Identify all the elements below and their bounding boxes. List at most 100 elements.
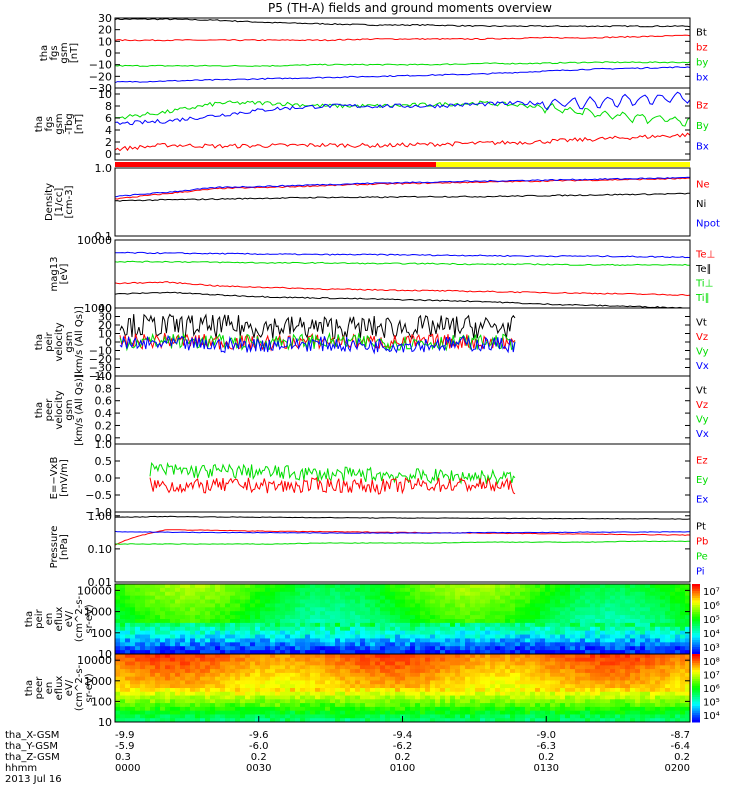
spectrogram-cell: [305, 611, 311, 616]
colorbar-tick: 10⁷: [703, 671, 720, 682]
spectrogram-cell: [275, 669, 281, 674]
spectrogram-cell: [255, 657, 261, 662]
spectrogram-cell: [380, 672, 386, 678]
spectrogram-cell: [550, 695, 556, 700]
legend-entry-Vt: Vt: [696, 385, 707, 396]
spectrogram-cell: [130, 599, 136, 604]
spectrogram-cell: [320, 646, 326, 651]
spectrogram-cell: [205, 591, 211, 597]
spectrogram-cell: [220, 680, 226, 685]
spectrogram-cell: [165, 622, 171, 628]
spectrogram-cell: [515, 619, 521, 624]
spectrogram-cell: [240, 657, 246, 662]
spectrogram-cell: [580, 661, 586, 666]
spectrogram-cell: [675, 706, 681, 712]
spectrogram-cell: [380, 595, 386, 600]
spectrogram-cell: [430, 703, 436, 708]
spectrogram-cell: [580, 657, 586, 662]
spectrogram-cell: [195, 672, 201, 678]
y-tick-label: 30: [98, 12, 112, 25]
spectrogram-cell: [220, 669, 226, 674]
spectrogram-cell: [260, 676, 266, 681]
spectrogram-cell: [435, 706, 441, 712]
y-tick-label: −10: [89, 59, 112, 72]
spectrogram-cell: [255, 688, 261, 693]
spectrogram-cell: [550, 665, 556, 670]
spectrogram-cell: [605, 699, 611, 704]
spectrogram-cell: [130, 684, 136, 689]
spectrogram-cell: [235, 591, 241, 597]
spectrogram-cell: [295, 646, 301, 651]
spectrogram-cell: [550, 591, 556, 597]
spectrogram-cell: [455, 584, 461, 589]
spectrogram-cell: [295, 688, 301, 693]
spectrogram-cell: [200, 657, 206, 662]
spectrogram-cell: [120, 680, 126, 685]
spectrogram-cell: [130, 634, 136, 639]
spectrogram-cell: [400, 626, 406, 632]
spectrogram-cell: [125, 587, 131, 593]
spectrogram-cell: [160, 642, 166, 647]
spectrogram-cell: [350, 665, 356, 670]
spectrogram-cell: [170, 611, 176, 616]
spectrogram-cell: [120, 684, 126, 689]
spectrogram-cell: [290, 691, 296, 696]
spectrogram-cell: [355, 650, 361, 655]
spectrogram-cell: [575, 615, 581, 620]
spectrogram-cell: [280, 657, 286, 662]
spectrogram-cell: [670, 695, 676, 700]
spectrogram-cell: [135, 634, 141, 639]
colorbar-tick: 10⁵: [703, 698, 720, 709]
spectrogram-cell: [315, 654, 321, 659]
spectrogram-cell: [435, 672, 441, 678]
spectrogram-cell: [180, 676, 186, 681]
spectrogram-cell: [315, 619, 321, 624]
spectrogram-cell: [510, 680, 516, 685]
spectrogram-cell: [330, 619, 336, 624]
spectrogram-cell: [570, 642, 576, 647]
spectrogram-cell: [570, 714, 576, 719]
x-axis-value: 0200: [665, 763, 690, 774]
spectrogram-cell: [180, 695, 186, 700]
spectrogram-cell: [605, 599, 611, 604]
spectrogram-cell: [565, 672, 571, 678]
spectrogram-cell: [285, 584, 291, 589]
spectrogram-cell: [500, 634, 506, 639]
spectrogram-cell: [545, 638, 551, 643]
spectrogram-cell: [525, 642, 531, 647]
spectrogram-cell: [210, 607, 216, 612]
spectrogram-cell: [540, 688, 546, 693]
legend-entry-Vx: Vx: [696, 429, 709, 440]
spectrogram-cell: [305, 665, 311, 670]
spectrogram-cell: [160, 703, 166, 708]
spectrogram-cell: [210, 684, 216, 689]
spectrogram-cell: [265, 654, 271, 659]
spectrogram-cell: [385, 703, 391, 708]
spectrogram-cell: [445, 684, 451, 689]
spectrogram-cell: [410, 615, 416, 620]
spectrogram-cell: [195, 626, 201, 632]
spectrogram-cell: [560, 607, 566, 612]
spectrogram-cell: [545, 591, 551, 597]
spectrogram-cell: [275, 626, 281, 632]
spectrogram-cell: [495, 684, 501, 689]
spectrogram-cell: [300, 695, 306, 700]
spectrogram-cell: [440, 695, 446, 700]
spectrogram-cell: [200, 646, 206, 651]
spectrogram-cell: [535, 584, 541, 589]
spectrogram-cell: [555, 599, 561, 604]
spectrogram-cell: [310, 703, 316, 708]
spectrogram-cell: [645, 680, 651, 685]
spectrogram-cell: [570, 688, 576, 693]
legend-entry-Ey: Ey: [696, 475, 708, 486]
spectrogram-cell: [170, 706, 176, 712]
spectrogram-cell: [435, 634, 441, 639]
spectrogram-cell: [525, 650, 531, 655]
spectrogram-cell: [525, 595, 531, 600]
spectrogram-cell: [420, 642, 426, 647]
spectrogram-cell: [390, 591, 396, 597]
spectrogram-cell: [340, 599, 346, 604]
spectrogram-cell: [300, 714, 306, 719]
spectrogram-cell: [135, 642, 141, 647]
